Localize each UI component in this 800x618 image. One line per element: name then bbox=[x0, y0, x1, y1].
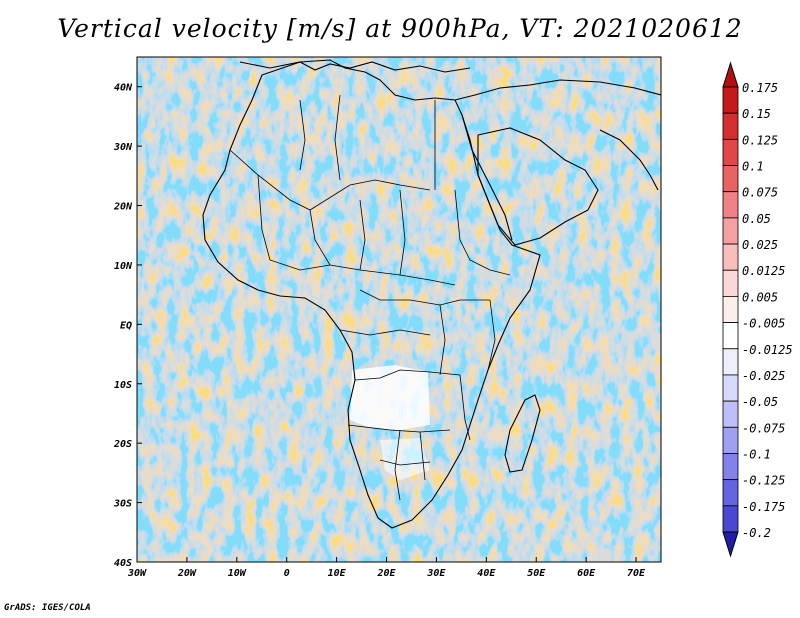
colorbar-label: -0.005 bbox=[742, 317, 785, 331]
lon-tick-label: 60E bbox=[577, 568, 596, 579]
colorbar-swatch bbox=[722, 479, 739, 507]
colorbar-swatch bbox=[722, 112, 739, 140]
lat-axis: 40N 30N 20N 10N EQ 10S 20S 30S 40S bbox=[113, 83, 142, 569]
lon-tick-label: 10E bbox=[328, 568, 347, 579]
colorbar-label: -0.2 bbox=[742, 526, 771, 540]
colorbar-label: 0.075 bbox=[742, 186, 778, 200]
colorbar-swatch bbox=[722, 243, 739, 271]
colorbar-label: -0.175 bbox=[742, 500, 785, 514]
lat-tick-label: 40N bbox=[114, 83, 133, 94]
lat-tick-label: 20S bbox=[113, 439, 132, 450]
colorbar-swatch bbox=[722, 322, 739, 350]
lat-tick-label: EQ bbox=[120, 320, 132, 331]
country-borders bbox=[229, 94, 511, 501]
colorbar: 0.175 0.15 0.125 0.1 0.075 0.05 0.025 0.0125 0.0… bbox=[722, 61, 793, 558]
colorbar-top-arrow bbox=[722, 61, 739, 88]
colorbar-label: 0.05 bbox=[742, 212, 771, 226]
lon-tick-label: 30W bbox=[127, 568, 147, 579]
colorbar-label: 0.15 bbox=[742, 107, 771, 121]
colorbar-label: 0.025 bbox=[742, 238, 778, 252]
lon-axis: 30W 20W 10W 0 10E 20E 30E 40E 50E 60E 70E bbox=[127, 557, 646, 579]
lon-tick-label: 50E bbox=[527, 568, 546, 579]
colorbar-label: -0.05 bbox=[742, 395, 778, 409]
plot-frame bbox=[136, 56, 662, 563]
colorbar-swatch bbox=[722, 269, 739, 297]
colorbar-swatch bbox=[722, 191, 739, 219]
grads-credit: GrADS: IGES/COLA bbox=[4, 603, 91, 613]
colorbar-swatch bbox=[722, 374, 739, 402]
colorbar-swatch bbox=[722, 165, 739, 193]
lat-tick-label: 10N bbox=[114, 261, 133, 272]
map-title: Vertical velocity [m/s] at 900hPa, VT: 2… bbox=[57, 14, 743, 43]
colorbar-label: 0.175 bbox=[742, 81, 778, 95]
lat-tick-label: 20N bbox=[113, 202, 133, 213]
colorbar-swatch bbox=[722, 348, 739, 376]
colorbar-label: 0.005 bbox=[742, 290, 778, 304]
lat-tick-label: 40S bbox=[114, 558, 132, 569]
colorbar-bottom-arrow bbox=[722, 531, 739, 558]
colorbar-label: -0.025 bbox=[742, 369, 785, 383]
lon-tick-label: 10W bbox=[228, 568, 247, 579]
colorbar-swatch bbox=[722, 138, 739, 166]
lon-tick-label: 0 bbox=[284, 568, 290, 579]
colorbar-swatch bbox=[722, 505, 739, 533]
lon-tick-label: 30E bbox=[426, 568, 446, 579]
colorbar-swatch bbox=[722, 86, 739, 114]
colorbar-swatch bbox=[722, 400, 739, 428]
colorbar-swatch bbox=[722, 217, 739, 245]
colorbar-label: -0.1 bbox=[742, 447, 771, 461]
colorbar-label: 0.0125 bbox=[742, 264, 785, 278]
velocity-field bbox=[137, 57, 661, 562]
colorbar-swatch bbox=[722, 453, 739, 481]
coastlines bbox=[202, 59, 661, 529]
colorbar-label: 0.1 bbox=[742, 160, 764, 174]
colorbar-label: -0.075 bbox=[742, 421, 785, 435]
lon-tick-label: 40E bbox=[477, 568, 496, 579]
lat-tick-label: 30N bbox=[113, 142, 133, 153]
colorbar-label: -0.0125 bbox=[742, 343, 793, 357]
lon-tick-label: 70E bbox=[627, 568, 646, 579]
colorbar-label: -0.125 bbox=[742, 474, 785, 488]
colorbar-swatch bbox=[722, 296, 739, 323]
colorbar-label: 0.125 bbox=[742, 133, 778, 147]
lat-tick-label: 30S bbox=[113, 499, 132, 510]
colorbar-swatch bbox=[722, 426, 739, 454]
lat-tick-label: 10S bbox=[114, 380, 132, 391]
lon-tick-label: 20E bbox=[376, 568, 396, 579]
lon-tick-label: 20W bbox=[177, 568, 197, 579]
